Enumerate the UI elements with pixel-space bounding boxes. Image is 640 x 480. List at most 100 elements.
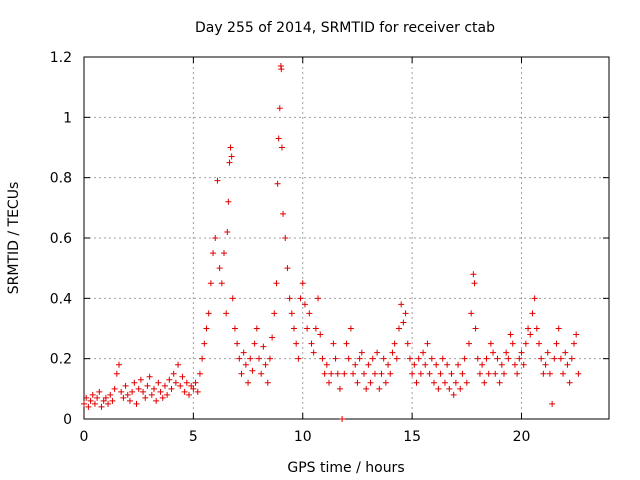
x-tick-label: 10 [294, 429, 312, 445]
data-point [194, 388, 201, 395]
data-point [249, 367, 256, 374]
data-point [437, 370, 444, 377]
data-point [544, 349, 551, 356]
data-point [262, 361, 269, 368]
data-point [83, 394, 90, 401]
data-point [286, 295, 293, 302]
data-point [186, 391, 192, 398]
data-point [214, 177, 221, 184]
data-point [323, 361, 330, 368]
data-point [350, 370, 357, 377]
data-point [137, 376, 144, 383]
data-point [210, 250, 217, 257]
data-point [352, 361, 359, 368]
data-point [522, 340, 529, 347]
data-point [431, 379, 437, 386]
data-point [212, 235, 219, 241]
data-point [98, 403, 105, 410]
data-point [391, 340, 398, 347]
data-point [105, 400, 112, 407]
data-point [253, 325, 260, 332]
data-point [85, 403, 92, 410]
data-point [525, 325, 532, 332]
data-point [240, 349, 247, 356]
data-point [415, 355, 422, 362]
y-axis-label: SRMTID / TECUs [6, 182, 22, 295]
data-point [404, 340, 411, 347]
data-point [564, 361, 571, 368]
data-point [157, 388, 164, 395]
data-point [417, 370, 424, 377]
data-point [566, 379, 573, 386]
data-point [269, 334, 276, 341]
data-point [531, 295, 538, 302]
data-point [476, 370, 483, 377]
data-point [175, 361, 182, 368]
x-axis-label: GPS time / hours [287, 460, 404, 476]
data-point [89, 391, 96, 398]
data-point [225, 198, 232, 205]
data-point [282, 235, 289, 241]
data-point [487, 340, 494, 347]
data-point [518, 349, 525, 356]
y-tick-label: 0.6 [50, 231, 72, 247]
data-point [498, 361, 505, 368]
data-point [247, 355, 254, 362]
y-tick-label: 0.2 [50, 352, 72, 368]
data-point [568, 355, 575, 362]
data-point [553, 340, 560, 347]
data-point [109, 397, 116, 404]
data-point [258, 370, 265, 377]
data-point [126, 397, 133, 404]
data-point [551, 355, 558, 362]
x-tick-label: 5 [189, 429, 198, 445]
y-tick-label: 0.8 [50, 171, 72, 187]
data-point [468, 310, 475, 317]
data-point [293, 340, 300, 347]
data-point [231, 325, 238, 332]
data-point [238, 370, 245, 377]
data-point [492, 370, 499, 377]
data-point [330, 340, 337, 347]
data-point [100, 397, 107, 404]
data-point [354, 379, 361, 386]
data-point [124, 391, 131, 398]
y-tick-label: 0.4 [50, 291, 72, 307]
data-point [428, 355, 435, 362]
chart-title: Day 255 of 2014, SRMTID for receiver cta… [195, 20, 495, 36]
data-point [533, 325, 540, 332]
data-point [347, 325, 354, 332]
data-point [557, 355, 564, 362]
data-point [382, 379, 389, 386]
data-point [546, 370, 553, 377]
data-point [435, 385, 442, 392]
data-point [560, 370, 567, 377]
data-point [455, 361, 462, 368]
data-point [102, 394, 109, 401]
data-point [96, 388, 103, 395]
data-point [234, 340, 241, 347]
data-point [251, 340, 258, 347]
data-point [168, 385, 175, 392]
data-point [367, 379, 374, 386]
data-point [461, 355, 468, 362]
data-point [341, 370, 348, 377]
data-point [140, 388, 147, 395]
data-point [452, 379, 459, 386]
data-point [205, 310, 212, 317]
data-point [315, 295, 322, 302]
data-point [400, 319, 407, 326]
data-point [216, 265, 223, 272]
data-point [536, 340, 542, 347]
data-point [485, 370, 492, 377]
data-point [81, 400, 87, 407]
data-point [153, 397, 160, 404]
data-point [299, 280, 306, 287]
data-point [228, 153, 235, 160]
data-point [501, 370, 507, 377]
x-tick-label: 0 [80, 429, 89, 445]
data-point [470, 271, 477, 278]
data-point [131, 379, 138, 386]
data-point [297, 295, 304, 302]
data-point [291, 325, 297, 332]
